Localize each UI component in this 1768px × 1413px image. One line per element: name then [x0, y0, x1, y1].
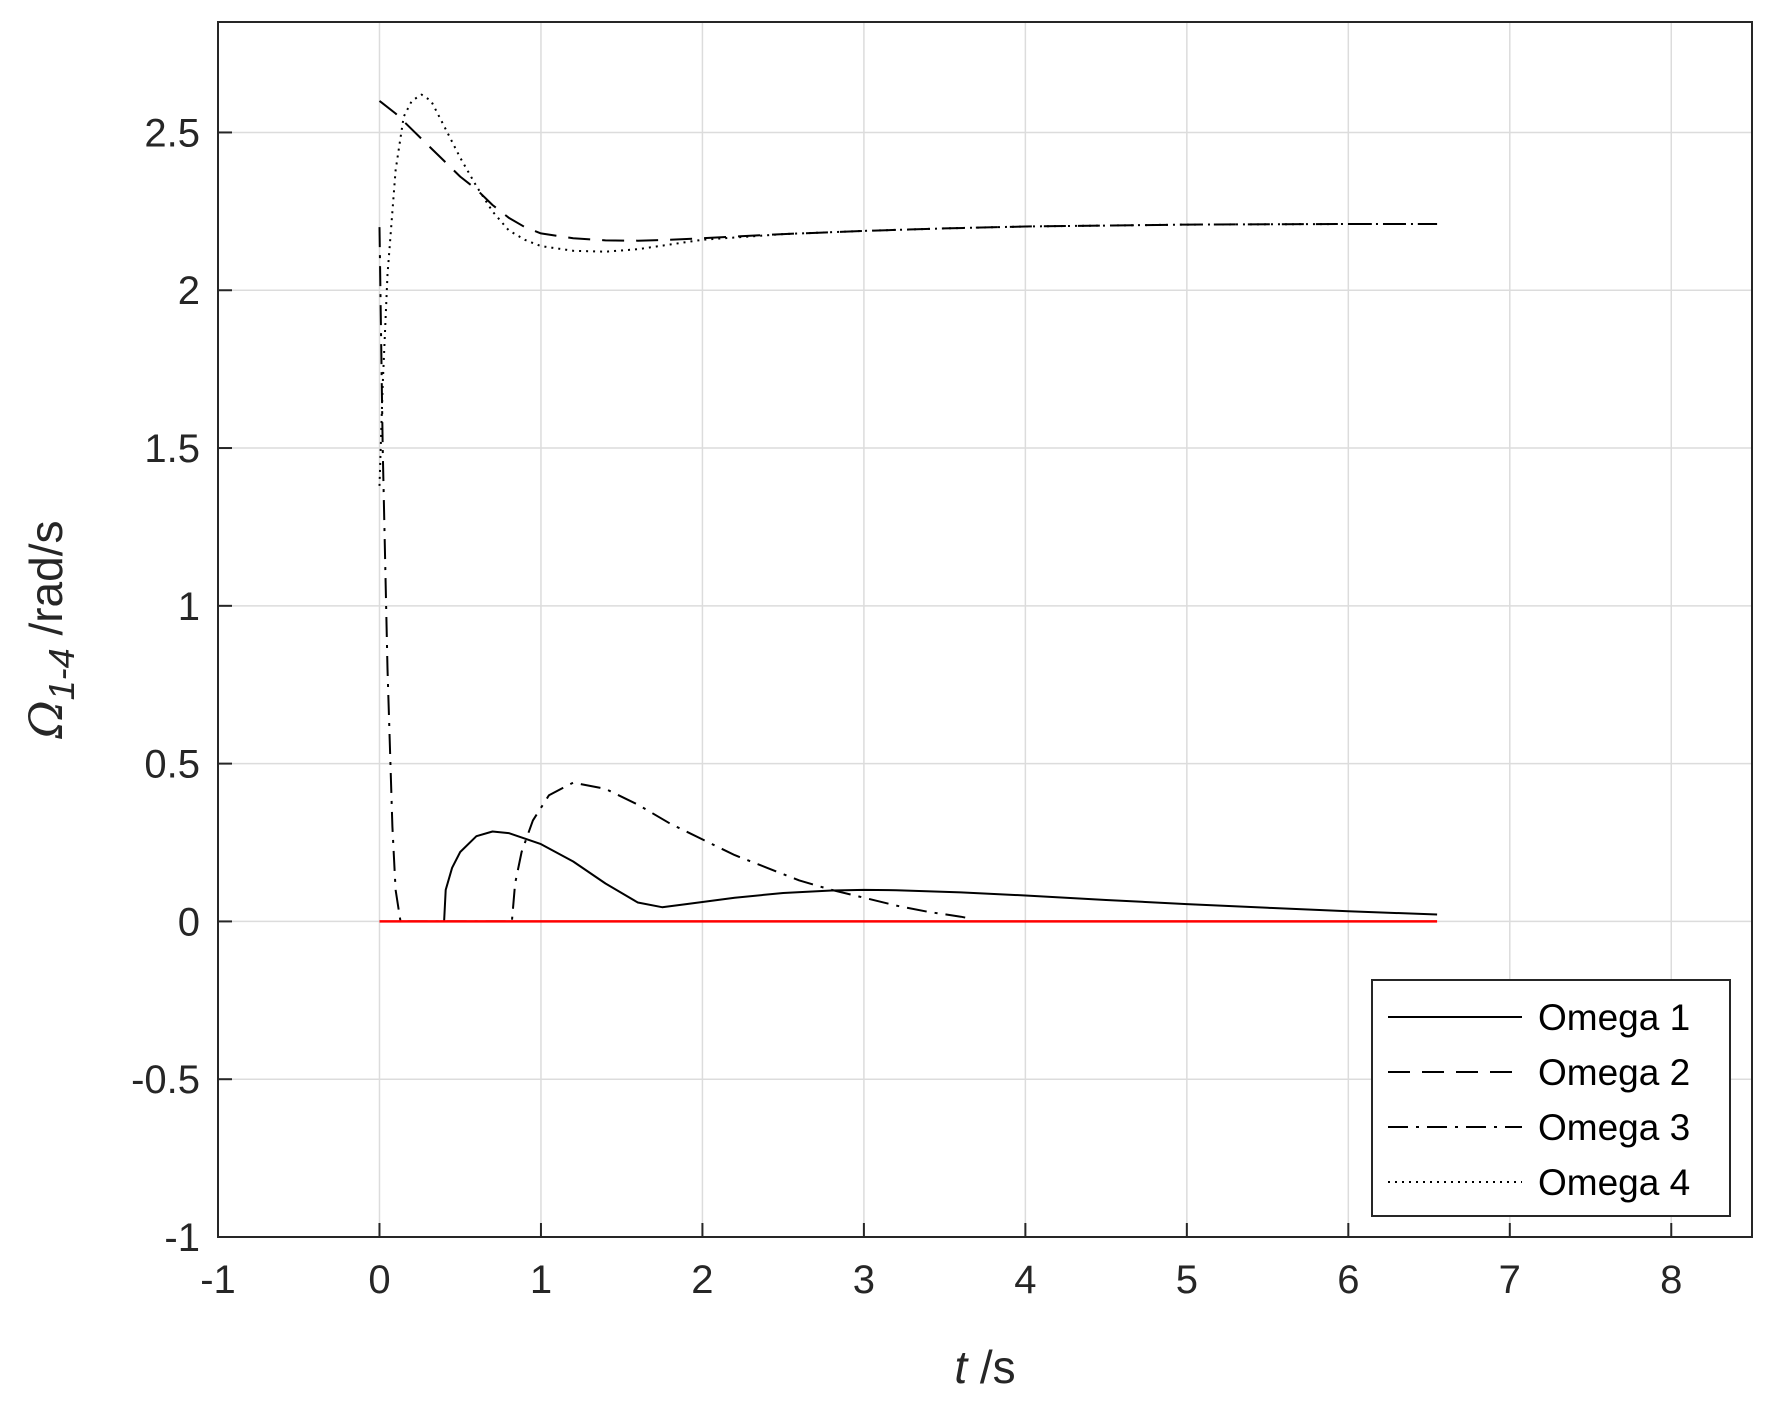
x-axis-label-italic: t: [954, 1341, 969, 1393]
axes-box: [217, 21, 1753, 1238]
legend-box: [1371, 979, 1731, 1217]
y-axis-label: Ω1-4 /rad/s: [19, 521, 82, 740]
x-tick-label: 8: [1660, 1258, 1682, 1302]
legend: Omega 1 Omega 2 Omega 3 Omega 4: [1371, 979, 1731, 1217]
y-axis-label-unit: /rad/s: [20, 521, 72, 649]
legend-label: Omega 3: [1538, 1107, 1690, 1148]
y-tick-label: 0: [178, 900, 200, 944]
y-tick-label: -1: [164, 1216, 200, 1260]
series-omega-3: [378, 227, 970, 923]
x-tick-label: 6: [1337, 1258, 1359, 1302]
x-tick-label: 0: [368, 1258, 390, 1302]
y-axis-label-symbol: Ω: [19, 700, 73, 739]
x-axis-label-unit: /s: [967, 1341, 1016, 1393]
x-tick-label: -1: [200, 1258, 236, 1302]
x-tick-label: 3: [853, 1258, 875, 1302]
legend-label: Omega 2: [1538, 1052, 1690, 1093]
ticks: [217, 131, 1673, 1238]
x-tick-label: 2: [691, 1258, 713, 1302]
series-layer: [378, 93, 1438, 923]
x-axis-label: t /s: [954, 1341, 1015, 1393]
y-axis-label-subscript: 1-4: [41, 648, 82, 700]
y-tick-label: 1: [178, 585, 200, 629]
y-tick-label: 2: [178, 269, 200, 313]
x-tick-label: 4: [1014, 1258, 1036, 1302]
y-tick-label: 1.5: [144, 427, 200, 471]
tick-labels: -1 0 1 2 3 4 5 6 7 8 -1 -0.5 0 0.5 1 1.5 2 2.5: [131, 111, 1682, 1302]
series-omega-4: [378, 93, 1438, 486]
x-tick-label: 1: [530, 1258, 552, 1302]
legend-label: Omega 1: [1538, 997, 1690, 1038]
x-tick-label: 5: [1176, 1258, 1198, 1302]
series-omega-2: [378, 100, 1438, 242]
x-tick-label: 7: [1499, 1258, 1521, 1302]
y-tick-label: 2.5: [144, 111, 200, 155]
legend-label: Omega 4: [1538, 1162, 1690, 1203]
series-omega-1: [443, 830, 1438, 922]
y-tick-label: 0.5: [144, 743, 200, 787]
y-tick-label: -0.5: [131, 1058, 200, 1102]
